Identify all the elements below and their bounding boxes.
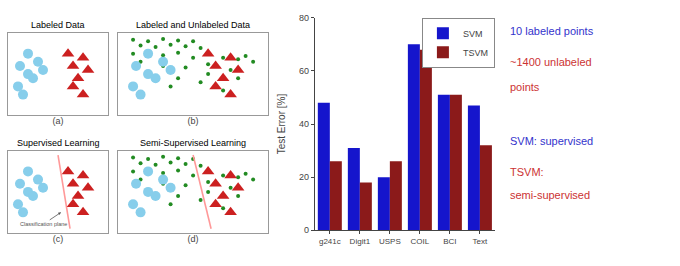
svg-text:(b): (b): [188, 116, 199, 126]
svg-text:Digit1: Digit1: [350, 237, 371, 246]
svg-text:semi-supervised: semi-supervised: [510, 189, 590, 201]
svg-text:20: 20: [299, 172, 309, 182]
svg-text:SVM: SVM: [463, 29, 483, 39]
svg-text:Labeled Data: Labeled Data: [31, 20, 85, 30]
svg-text:TSVM: TSVM: [463, 48, 488, 58]
svg-text:USPS: USPS: [379, 237, 401, 246]
svg-text:60: 60: [299, 66, 309, 76]
svg-text:Classification plane: Classification plane: [20, 221, 67, 227]
svg-text:80: 80: [299, 13, 309, 23]
svg-text:Test Error [%]: Test Error [%]: [276, 94, 287, 155]
svg-text:COIL: COIL: [411, 237, 430, 246]
svg-text:0: 0: [304, 225, 309, 235]
svg-text:(d): (d): [188, 234, 199, 244]
svg-text:BCI: BCI: [443, 237, 456, 246]
svg-text:Labeled and Unlabeled Data: Labeled and Unlabeled Data: [136, 20, 250, 30]
svg-text:TSVM:: TSVM:: [510, 166, 544, 178]
svg-text:(c): (c): [53, 234, 64, 244]
svg-text:g241c: g241c: [319, 237, 341, 246]
svg-text:Text: Text: [473, 237, 488, 246]
svg-text:40: 40: [299, 119, 309, 129]
svg-text:10 labeled points: 10 labeled points: [510, 25, 594, 37]
svg-text:points: points: [510, 81, 540, 93]
svg-text:Supervised Learning: Supervised Learning: [17, 138, 100, 148]
svg-text:SVM: supervised: SVM: supervised: [510, 135, 593, 147]
svg-text:Semi-Supervised Learning: Semi-Supervised Learning: [140, 138, 246, 148]
svg-text:(a): (a): [53, 116, 64, 126]
svg-text:~1400 unlabeled: ~1400 unlabeled: [510, 56, 592, 68]
